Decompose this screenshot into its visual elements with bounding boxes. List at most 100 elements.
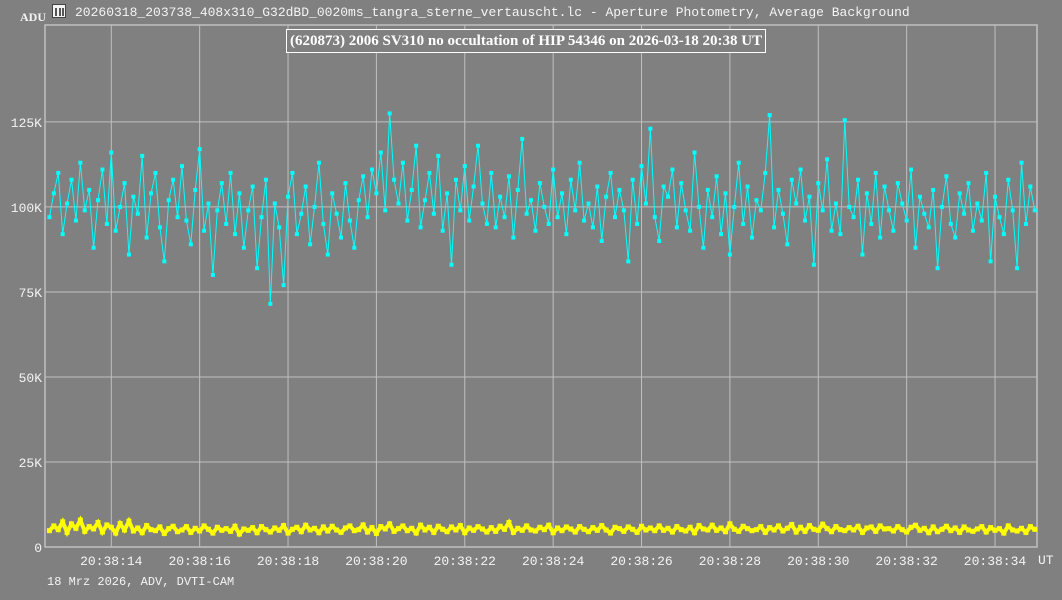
background-data-point: [466, 525, 472, 531]
background-data-point: [144, 523, 150, 529]
target-data-point: [688, 228, 693, 233]
background-data-point: [201, 523, 207, 529]
target-data-point: [626, 259, 631, 264]
background-data-point: [488, 525, 494, 531]
background-data-point: [192, 525, 198, 531]
background-data-point: [749, 528, 755, 534]
background-data-point: [188, 529, 194, 535]
target-data-point: [321, 221, 326, 226]
target-data-point: [171, 177, 176, 182]
x-tick-label: 20:38:34: [964, 554, 1027, 569]
target-data-point: [838, 232, 843, 237]
target-data-point: [803, 218, 808, 223]
target-data-point: [361, 174, 366, 179]
target-data-point: [917, 194, 922, 199]
target-data-point: [1010, 208, 1015, 213]
background-data-point: [793, 529, 799, 535]
background-data-point: [214, 524, 220, 530]
background-data-point: [577, 524, 583, 530]
background-data-point: [745, 526, 751, 532]
background-data-point: [890, 528, 896, 534]
target-data-point: [988, 259, 993, 264]
background-data-point: [73, 525, 79, 531]
target-data-point: [533, 228, 538, 233]
background-data-point: [64, 529, 70, 535]
target-data-point: [886, 208, 891, 213]
background-data-point: [943, 523, 949, 529]
target-data-point: [343, 181, 348, 186]
background-data-point: [882, 526, 888, 532]
background-data-point: [683, 528, 689, 534]
target-data-point: [993, 194, 998, 199]
y-tick-label: 0: [34, 541, 42, 556]
target-data-point: [856, 177, 861, 182]
background-data-point: [51, 523, 57, 529]
background-data-point: [621, 528, 627, 534]
background-data-point: [272, 525, 278, 531]
background-data-point: [806, 523, 812, 529]
target-data-point: [484, 221, 489, 226]
background-data-point: [868, 524, 874, 530]
background-data-point: [789, 522, 795, 528]
background-data-point: [674, 524, 680, 530]
background-data-point: [342, 525, 348, 531]
target-data-point: [440, 228, 445, 233]
background-data-point: [86, 524, 92, 530]
background-data-point: [926, 530, 932, 536]
background-data-point: [69, 521, 75, 527]
footer-info: 18 Mrz 2026, ADV, DVTI-CAM: [47, 575, 235, 589]
target-data-point: [807, 194, 812, 199]
target-data-point: [559, 191, 564, 196]
background-data-point: [555, 525, 561, 531]
background-data-point: [780, 528, 786, 534]
background-data-point: [365, 529, 371, 535]
background-data-point: [647, 525, 653, 531]
background-data-point: [590, 525, 596, 531]
background-data-point: [440, 526, 446, 532]
background-data-point: [546, 522, 552, 528]
target-data-point: [745, 184, 750, 189]
background-data-point: [630, 526, 636, 532]
target-data-point: [595, 184, 600, 189]
background-data-point: [95, 520, 101, 526]
target-data-point: [754, 198, 759, 203]
y-tick-label: 50K: [19, 371, 43, 386]
target-data-point: [913, 245, 918, 250]
target-data-point: [948, 221, 953, 226]
background-data-point: [1027, 524, 1033, 530]
target-data-point: [643, 201, 648, 206]
background-data-point: [1014, 528, 1020, 534]
target-data-point: [73, 218, 78, 223]
target-data-point: [166, 198, 171, 203]
target-data-point: [957, 191, 962, 196]
background-data-point: [957, 529, 963, 535]
target-data-point: [732, 204, 737, 209]
background-data-point: [559, 528, 565, 534]
background-data-point: [639, 523, 645, 529]
target-data-point: [811, 262, 816, 267]
target-data-point: [445, 191, 450, 196]
target-data-point: [789, 177, 794, 182]
x-axis-unit-label: UT: [1038, 553, 1054, 568]
target-data-point: [392, 177, 397, 182]
target-data-point: [763, 170, 768, 175]
target-data-point: [281, 283, 286, 288]
background-data-point: [727, 521, 733, 527]
background-data-point: [161, 530, 167, 536]
background-data-point: [952, 525, 958, 531]
background-data-point: [886, 526, 892, 532]
background-data-point: [245, 527, 251, 533]
background-data-point: [471, 527, 477, 533]
target-data-point: [511, 235, 516, 240]
target-data-point: [339, 235, 344, 240]
target-data-point: [51, 191, 56, 196]
background-data-point: [413, 530, 419, 536]
background-data-point: [581, 526, 587, 532]
background-data-point: [1023, 529, 1029, 535]
target-data-point: [1001, 232, 1006, 237]
target-data-point: [263, 177, 268, 182]
target-data-point: [369, 167, 374, 172]
background-data-point: [930, 524, 936, 530]
background-data-point: [148, 527, 154, 533]
target-data-point: [895, 181, 900, 186]
